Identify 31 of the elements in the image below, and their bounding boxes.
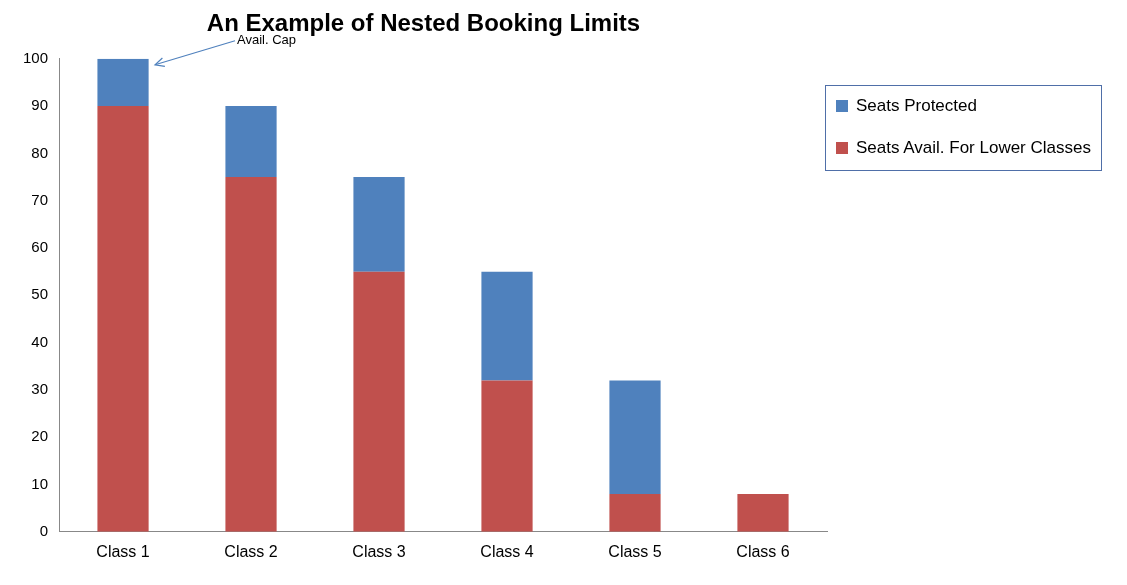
bar: [353, 271, 405, 532]
bar: [737, 493, 789, 532]
bar: [97, 58, 149, 107]
bar: [609, 380, 661, 494]
x-tick-label: Class 4: [480, 542, 534, 560]
bar: [353, 177, 405, 272]
y-tick-label: 20: [31, 427, 49, 445]
x-tick-label: Class 2: [224, 542, 278, 560]
y-tick-label: 0: [39, 521, 49, 539]
y-tick-label: 30: [31, 380, 49, 398]
y-tick-label: 50: [31, 285, 49, 303]
bar: [481, 380, 533, 532]
y-tick-label: 60: [31, 238, 49, 256]
bar: [225, 177, 277, 532]
x-tick-label: Class 1: [96, 542, 150, 560]
text: Avail. Cap: [237, 32, 297, 48]
bar: [609, 493, 661, 532]
bar: [97, 106, 149, 532]
y-tick-label: 40: [31, 332, 49, 350]
y-tick-label: 70: [31, 190, 49, 208]
legend-label: Seats Protected: [856, 96, 977, 116]
y-tick-label: 100: [23, 48, 49, 66]
x-tick-label: Class 6: [736, 542, 790, 560]
legend-label: Seats Avail. For Lower Classes: [856, 138, 1091, 158]
bar: [225, 106, 277, 178]
x-tick-label: Class 5: [608, 542, 662, 560]
y-tick-label: 80: [31, 143, 49, 161]
x-tick-label: Class 3: [352, 542, 406, 560]
bar: [481, 271, 533, 381]
y-tick-label: 10: [31, 474, 49, 492]
y-tick-label: 90: [31, 96, 49, 114]
